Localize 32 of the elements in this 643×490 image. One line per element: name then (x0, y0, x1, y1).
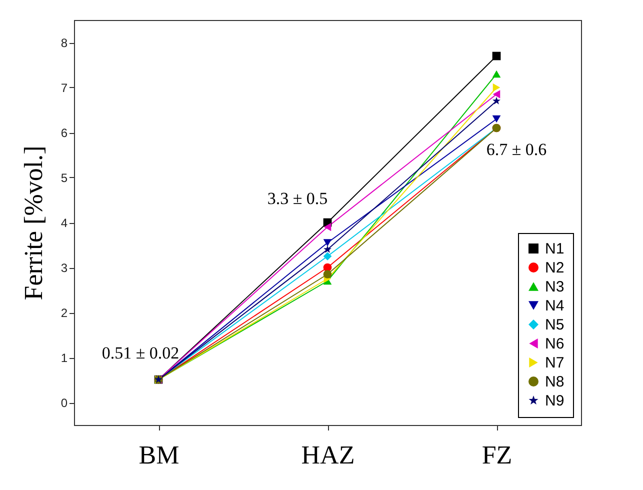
y-tick-label: 8 (60, 36, 68, 50)
y-tick-label: 3 (60, 261, 68, 275)
legend-label: N2 (545, 260, 564, 276)
point (492, 70, 501, 78)
legend-label: N4 (545, 298, 564, 314)
legend-label: N7 (545, 354, 564, 372)
y-tick-label: 0 (60, 396, 68, 410)
annotation: 0.51 ± 0.02 (102, 344, 180, 363)
y-tick-label: 1 (60, 351, 68, 365)
annotation: 6.7 ± 0.6 (486, 140, 547, 159)
point (324, 222, 332, 232)
x-tick-label: FZ (482, 440, 512, 470)
x-tick-label: HAZ (301, 440, 355, 470)
legend-label: N1 (545, 240, 564, 258)
legend-label: N6 (545, 336, 564, 352)
point (492, 96, 500, 104)
x-tick-label: BM (138, 440, 180, 470)
legend-label: N8 (545, 374, 564, 390)
y-axis-title: Ferrite [%vol.] (18, 146, 48, 300)
legend-label: N5 (545, 316, 564, 334)
y-tick-label: 4 (60, 216, 68, 230)
annotation: 3.3 ± 0.5 (267, 189, 328, 208)
point (492, 52, 501, 60)
point (323, 252, 332, 260)
y-tick-label: 5 (60, 171, 68, 185)
y-tick-label: 7 (60, 81, 68, 95)
point (324, 245, 332, 253)
y-tick-label: 2 (60, 306, 68, 320)
y-tick-label: 6 (60, 126, 68, 140)
point (492, 90, 500, 98)
legend-label: N3 (545, 278, 564, 296)
legend-label: N9 (545, 392, 564, 410)
